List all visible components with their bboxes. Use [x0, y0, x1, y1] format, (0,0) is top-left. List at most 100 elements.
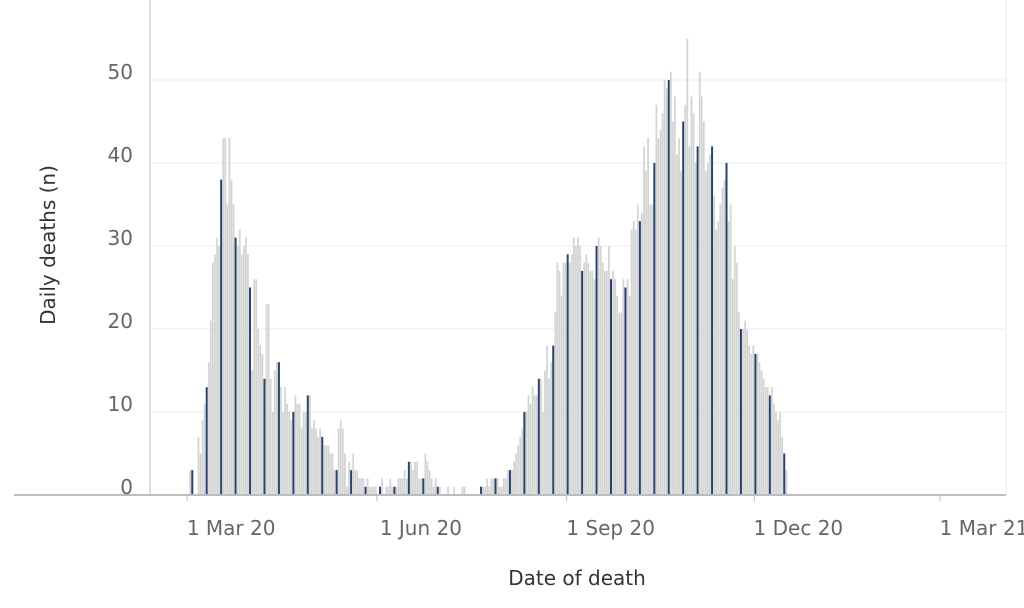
bar — [735, 262, 738, 495]
bar-highlight — [436, 486, 439, 495]
bar — [319, 428, 322, 495]
bar — [766, 387, 769, 495]
bar — [199, 453, 202, 495]
bar — [591, 270, 594, 495]
bar — [599, 246, 602, 495]
bar — [341, 428, 344, 495]
bar — [317, 436, 319, 495]
bar — [572, 237, 575, 495]
bar — [500, 486, 503, 495]
bar — [304, 412, 307, 495]
bar — [453, 486, 456, 495]
bar — [463, 486, 466, 495]
bar-highlight — [523, 412, 526, 495]
bar — [764, 387, 767, 495]
bar-highlight — [407, 461, 410, 495]
bar — [381, 478, 383, 495]
bar — [434, 478, 437, 495]
bar — [550, 362, 553, 495]
bar — [329, 453, 332, 495]
bar-highlight — [653, 163, 656, 495]
bar — [416, 461, 418, 495]
bar — [777, 420, 779, 495]
bar — [513, 461, 515, 495]
bar — [504, 478, 507, 495]
bar — [370, 486, 373, 495]
bar-highlight — [205, 387, 208, 495]
bar — [568, 262, 571, 495]
bar — [733, 246, 736, 495]
bar — [282, 412, 284, 495]
bar — [286, 403, 289, 495]
bar — [238, 229, 241, 495]
bar — [461, 486, 464, 495]
y-tick-label: 60 — [108, 0, 133, 1]
bar — [488, 486, 491, 495]
bar — [562, 262, 565, 495]
bar — [742, 329, 744, 495]
bar — [700, 96, 703, 495]
bar — [686, 38, 689, 495]
x-tick-label: 1 Mar 21 — [940, 516, 1024, 540]
bar-highlight — [682, 121, 685, 495]
bar — [690, 96, 693, 495]
bar — [498, 486, 501, 495]
y-tick-label: 0 — [120, 475, 133, 499]
bar — [558, 270, 561, 495]
bar — [645, 171, 647, 496]
bar — [702, 121, 705, 495]
bar — [564, 262, 567, 495]
bar — [344, 453, 346, 495]
bar — [659, 129, 662, 496]
bar — [630, 229, 633, 495]
bar — [546, 345, 548, 495]
bar — [781, 436, 784, 495]
bar — [492, 478, 495, 495]
bar-highlight — [595, 246, 598, 495]
bar — [618, 312, 621, 495]
bar — [612, 270, 614, 495]
bar — [684, 104, 687, 496]
bar — [410, 461, 412, 495]
y-axis-title: Daily deaths (n) — [36, 165, 60, 325]
bar — [587, 262, 590, 495]
y-tick-label: 30 — [108, 226, 133, 250]
bar — [339, 420, 342, 495]
bar — [556, 262, 559, 495]
bar — [424, 453, 427, 495]
bar-highlight — [234, 237, 237, 495]
bar — [721, 187, 724, 495]
bar — [426, 461, 429, 495]
bar — [284, 387, 286, 495]
bar — [583, 262, 586, 495]
bar — [273, 370, 276, 495]
bar — [669, 71, 672, 495]
bar — [694, 163, 697, 495]
bar — [748, 345, 751, 495]
bar-highlight — [364, 486, 367, 495]
bar — [605, 270, 608, 495]
bar — [214, 254, 216, 495]
bar — [628, 295, 631, 495]
bar — [296, 403, 299, 495]
bar — [614, 279, 617, 495]
bar-highlight — [711, 146, 714, 495]
bar — [676, 154, 678, 495]
bar — [209, 320, 212, 495]
bar-highlight — [508, 470, 511, 495]
bar — [294, 395, 297, 495]
bar — [372, 486, 375, 495]
bar — [636, 204, 639, 495]
bar-highlight — [696, 146, 699, 495]
bar-highlight — [480, 486, 483, 495]
bar — [348, 461, 350, 495]
bar — [253, 279, 256, 495]
bar — [517, 445, 520, 495]
bar — [230, 179, 233, 495]
bar — [756, 353, 759, 495]
bar — [207, 362, 210, 495]
bar-highlight — [638, 221, 641, 495]
bar — [325, 445, 328, 495]
bar — [738, 312, 740, 495]
bar — [313, 420, 315, 495]
